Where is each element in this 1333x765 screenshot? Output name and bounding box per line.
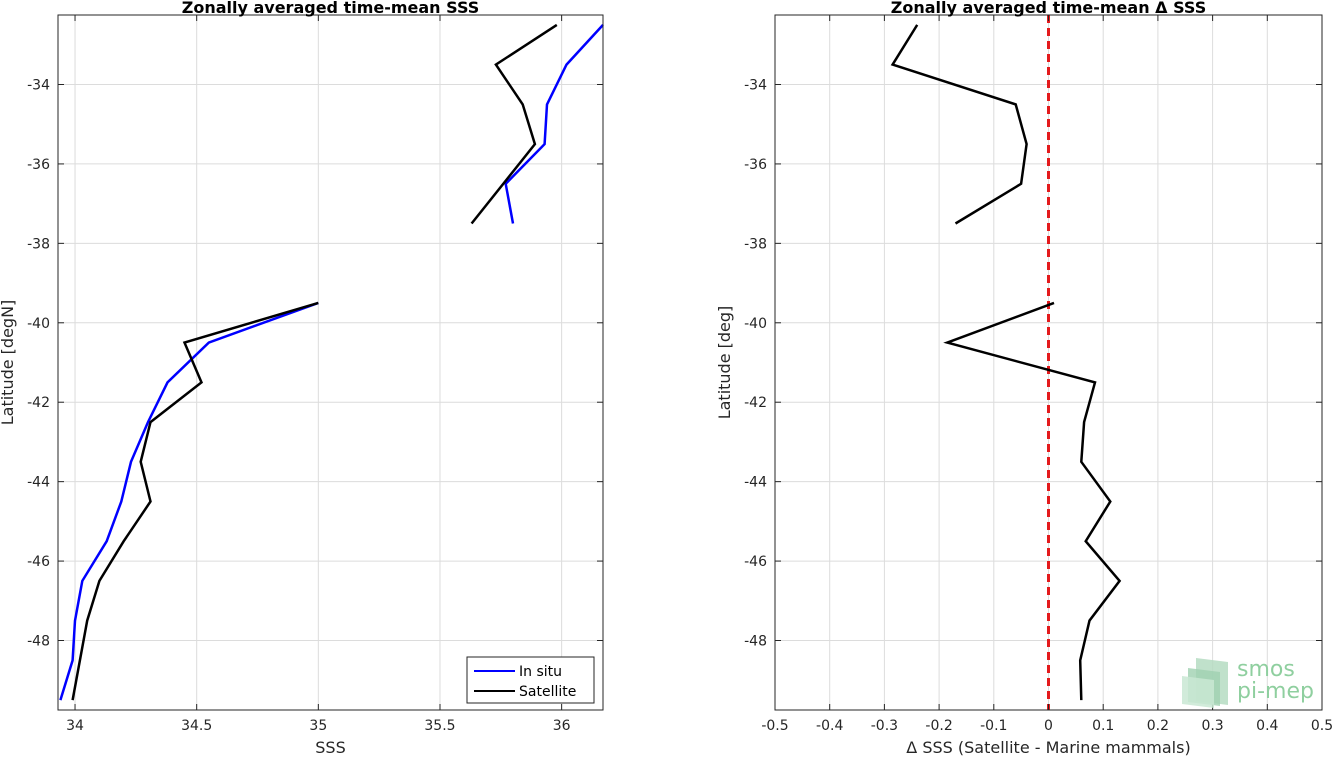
x-tick-label: 34.5 xyxy=(181,718,212,734)
x-tick-label: 34 xyxy=(66,718,84,734)
x-tick-label: 0.4 xyxy=(1256,718,1278,734)
sss-axes-frame xyxy=(57,14,604,711)
x-tick-label: -0.4 xyxy=(816,718,843,734)
sss-legend: In situ Satellite xyxy=(466,656,595,704)
y-tick-label: -42 xyxy=(744,395,767,411)
series-line-1-segment-0 xyxy=(470,23,558,225)
smos-pi-mep-logo: smos pi-mep xyxy=(1182,657,1314,708)
x-tick-label: 35.5 xyxy=(424,718,455,734)
y-tick-label: -44 xyxy=(27,475,50,491)
y-tick-label: -36 xyxy=(744,157,767,173)
y-tick-label: -48 xyxy=(744,634,767,650)
y-tick-label: -34 xyxy=(27,78,50,94)
x-tick-label: -0.3 xyxy=(871,718,898,734)
sss-chart-title: Zonally averaged time-mean SSS xyxy=(182,0,480,17)
y-tick-label: -40 xyxy=(744,316,767,332)
series-line-0-segment-0 xyxy=(890,24,1028,225)
legend-label-satellite: Satellite xyxy=(519,684,576,700)
delta-ticks: -0.5 -0.4 -0.3 -0.2 -0.1 0 0.1 0.2 0.3 0.4 0.5 -48 -… xyxy=(744,15,1333,734)
y-tick-label: -44 xyxy=(744,475,767,491)
sss-x-axis-label: SSS xyxy=(315,738,345,757)
delta-chart-title: Zonally averaged time-mean Δ SSS xyxy=(891,0,1207,17)
x-tick-label: 0.2 xyxy=(1147,718,1169,734)
series-line-1-segment-1 xyxy=(71,301,319,701)
series-line-0-segment-1 xyxy=(59,301,319,701)
y-tick-label: -42 xyxy=(27,395,50,411)
y-tick-label: -46 xyxy=(744,554,767,570)
y-tick-label: -46 xyxy=(27,554,50,570)
y-tick-label: -34 xyxy=(744,78,767,94)
y-tick-label: -48 xyxy=(27,634,50,650)
sss-plot-area xyxy=(59,23,604,701)
delta-x-axis-label: Δ SSS (Satellite - Marine mammals) xyxy=(906,738,1190,757)
series-line-0-segment-1 xyxy=(943,301,1122,701)
legend-box xyxy=(466,656,595,704)
sss-panel: 34 34.5 35 35.5 36 -48 -46 -44 -42 -40 -38 -36 -34 Z… xyxy=(0,0,604,757)
x-tick-label: -0.1 xyxy=(980,718,1007,734)
sss-grid xyxy=(58,15,603,710)
x-tick-label: 0.1 xyxy=(1092,718,1114,734)
delta-plot-area xyxy=(890,15,1122,710)
y-tick-label: -36 xyxy=(27,157,50,173)
y-tick-label: -38 xyxy=(744,236,767,252)
x-tick-label: -0.2 xyxy=(925,718,952,734)
logo-line-2: pi-mep xyxy=(1237,679,1314,704)
legend-label-in-situ: In situ xyxy=(519,664,562,680)
sss-ticks: 34 34.5 35 35.5 36 -48 -46 -44 -42 -40 -38 -36 -34 xyxy=(27,15,603,734)
x-tick-label: -0.5 xyxy=(761,718,788,734)
x-tick-label: 0.3 xyxy=(1201,718,1223,734)
logo-mark-icon xyxy=(1182,658,1228,708)
x-tick-label: 0.5 xyxy=(1311,718,1333,734)
logo-line-1: smos xyxy=(1237,657,1295,682)
x-tick-label: 0 xyxy=(1044,718,1053,734)
sss-y-axis-label: Latitude [degN] xyxy=(0,300,17,426)
delta-sss-panel: -0.5 -0.4 -0.3 -0.2 -0.1 0 0.1 0.2 0.3 0.4 0.5 -48 -… xyxy=(715,0,1333,757)
delta-y-axis-label: Latitude [deg] xyxy=(715,306,734,420)
y-tick-label: -38 xyxy=(27,236,50,252)
x-tick-label: 36 xyxy=(553,718,571,734)
series-line-0-segment-0 xyxy=(504,24,604,224)
x-tick-label: 35 xyxy=(309,718,327,734)
y-tick-label: -40 xyxy=(27,316,50,332)
